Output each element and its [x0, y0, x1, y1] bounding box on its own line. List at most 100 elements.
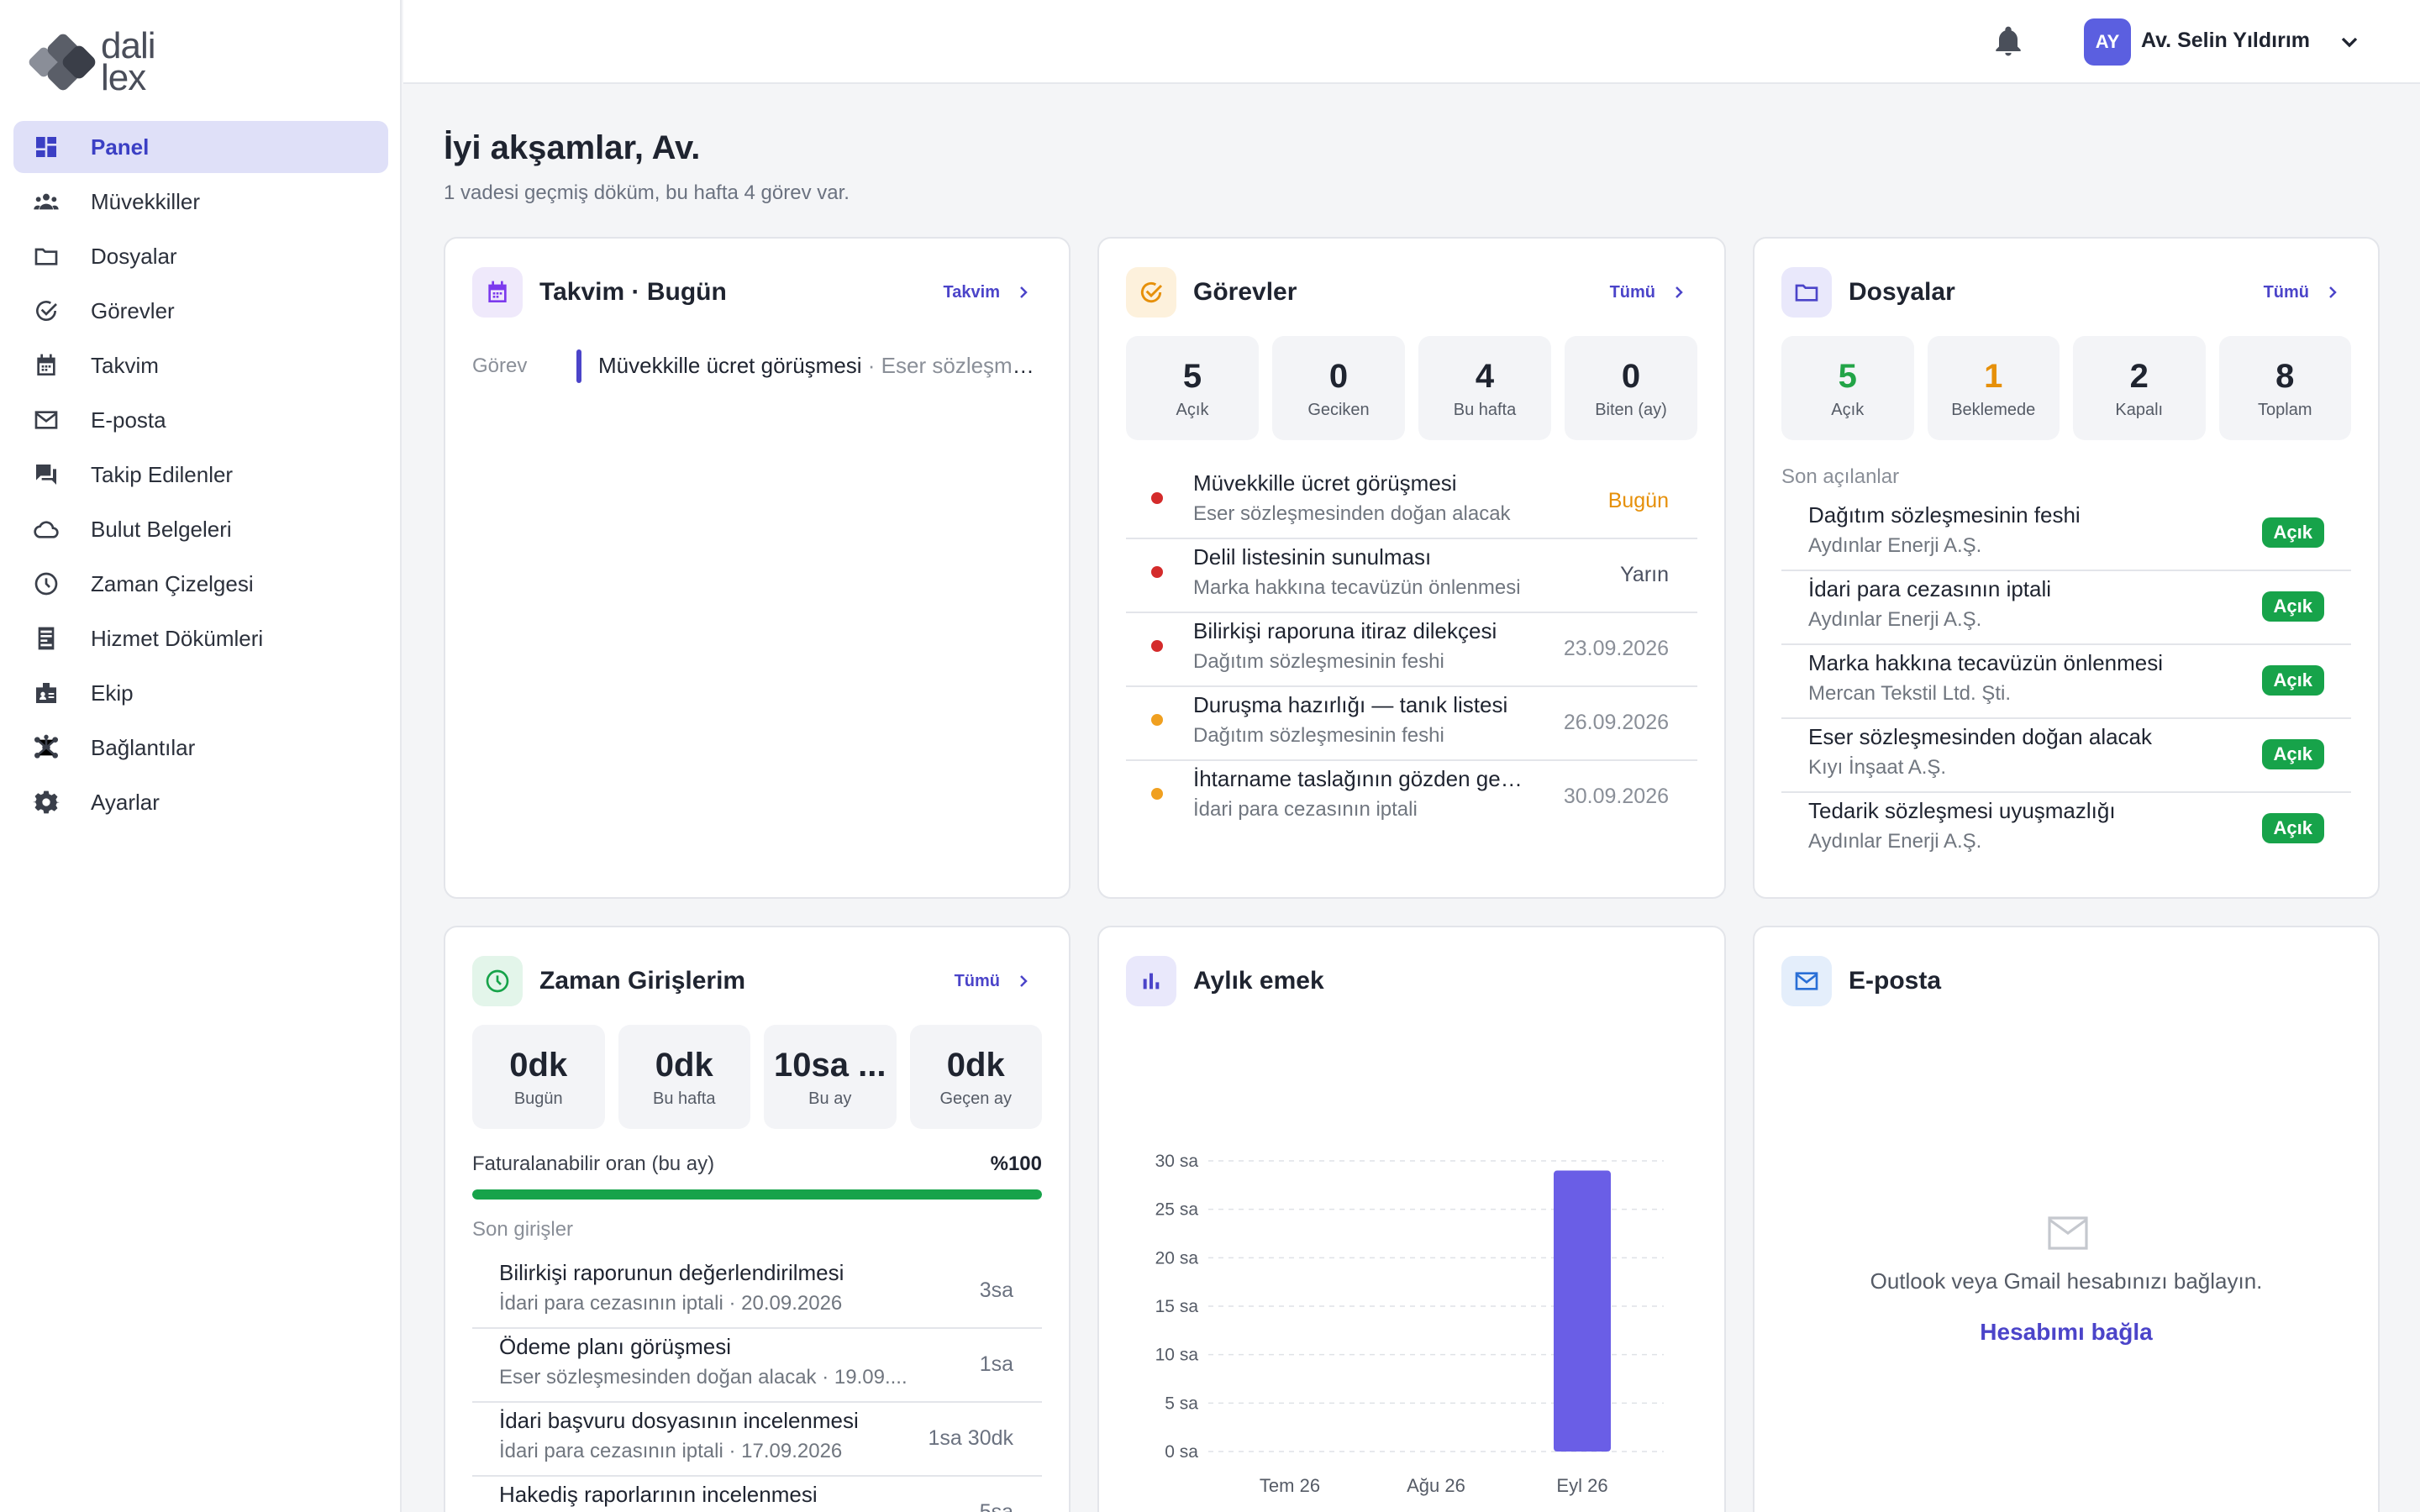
time-all-link[interactable]: Tümü	[955, 971, 1034, 991]
stat-open[interactable]: 5 Açık	[1781, 336, 1914, 440]
sidebar-item-cloud-docs[interactable]: Bulut Belgeleri	[13, 503, 388, 555]
file-row[interactable]: Tedarik sözleşmesi uyuşmazlığı Aydınlar E…	[1781, 793, 2351, 867]
stat-closed[interactable]: 2 Kapalı	[2073, 336, 2206, 440]
folder-icon	[32, 242, 60, 270]
task-matter: Eser sözleşmesinden doğan alacak	[1193, 502, 1511, 525]
stat-done-month[interactable]: 0 Biten (ay)	[1565, 336, 1697, 440]
stat-this-week[interactable]: 0dk Bu hafta	[618, 1025, 750, 1129]
brand-wordmark: dali lex	[101, 25, 155, 98]
priority-dot	[1151, 492, 1163, 504]
stat-last-month[interactable]: 0dk Geçen ay	[909, 1025, 1042, 1129]
logo-mark-icon	[25, 29, 96, 96]
time-entry-row[interactable]: Hakediş raporlarının incelenmesi 5sa	[472, 1477, 1042, 1512]
file-title: Eser sözleşmesinden doğan alacak	[1808, 724, 2153, 749]
sidebar-item-team[interactable]: Ekip	[13, 667, 388, 719]
task-matter: Dağıtım sözleşmesinin feshi	[1193, 650, 1444, 673]
y-tick-label: 5 sa	[1165, 1394, 1198, 1413]
calendar-event[interactable]: Görev Müvekkille ücret görüşmesi · Eser …	[472, 348, 1044, 385]
task-row[interactable]: İhtarname taslağının gözden geçirilmesi İ…	[1126, 761, 1697, 835]
sidebar-item-settings[interactable]: Ayarlar	[13, 776, 388, 828]
stat-open[interactable]: 5 Açık	[1126, 336, 1259, 440]
card-header: Aylık emek	[1126, 956, 1697, 1006]
sidebar-item-followed[interactable]: Takip Edilenler	[13, 449, 388, 501]
task-row[interactable]: Delil listesinin sunulması Marka hakkına …	[1126, 539, 1697, 613]
files-card: Dosyalar Tümü 5 Açık 1 Beklemede 2 Kapalı 8…	[1753, 237, 2380, 899]
stat-this-month[interactable]: 10sa ... Bu ay	[764, 1025, 897, 1129]
stat-this-week[interactable]: 4 Bu hafta	[1418, 336, 1551, 440]
badge-icon	[32, 679, 60, 707]
task-title: İhtarname taslağının gözden geçirilmesi	[1193, 766, 1525, 791]
hub-icon	[32, 733, 60, 762]
stat-value: 5	[1182, 357, 1202, 395]
priority-dot	[1151, 788, 1163, 800]
card-title: E-posta	[1849, 967, 1942, 995]
y-tick-label: 10 sa	[1155, 1346, 1199, 1365]
email-card: E-posta Outlook veya Gmail hesabınızı ba…	[1753, 926, 2380, 1512]
files-stats: 5 Açık 1 Beklemede 2 Kapalı 8 Toplam	[1781, 336, 2351, 440]
bar-eyl-26[interactable]	[1554, 1170, 1611, 1452]
entry-detail: Eser sözleşmesinden doğan alacak · 19.09…	[499, 1366, 908, 1389]
monthly-effort-card: Aylık emek 0 sa 5 sa 10 sa 15 sa 20 sa 25 sa 3…	[1097, 926, 1726, 1512]
time-entry-row[interactable]: Bilirkişi raporunun değerlendirilmesi İda…	[472, 1255, 1042, 1329]
brand-logo[interactable]: dali lex	[25, 25, 155, 98]
stat-label: Açık	[1176, 400, 1209, 419]
stat-pending[interactable]: 1 Beklemede	[1927, 336, 2060, 440]
entry-title: Bilirkişi raporunun değerlendirilmesi	[499, 1260, 844, 1285]
stat-label: Bugün	[513, 1089, 563, 1108]
avatar[interactable]: AY	[2084, 18, 2131, 66]
connect-account-link[interactable]: Hesabımı bağla	[1980, 1319, 2153, 1345]
event-separator: ·	[861, 353, 881, 378]
file-title: Dağıtım sözleşmesinin feshi	[1808, 502, 2081, 528]
stat-value: 0dk	[946, 1046, 1005, 1084]
sidebar-item-tasks[interactable]: Görevler	[13, 285, 388, 337]
sidebar-item-connections[interactable]: Bağlantılar	[13, 722, 388, 774]
card-header: E-posta	[1781, 956, 2351, 1006]
calendar-icon	[472, 267, 523, 318]
priority-dot	[1151, 566, 1163, 578]
tasks-all-link[interactable]: Tümü	[1610, 282, 1689, 302]
calendar-link[interactable]: Takvim	[944, 282, 1034, 302]
stat-label: Kapalı	[2115, 400, 2164, 419]
sidebar-item-calendar[interactable]: Takvim	[13, 339, 388, 391]
stat-today[interactable]: 0dk Bugün	[472, 1025, 605, 1129]
sidebar-item-timeline[interactable]: Zaman Çizelgesi	[13, 558, 388, 610]
notification-bell-icon[interactable]	[1990, 24, 2027, 60]
card-header: Dosyalar Tümü	[1781, 267, 2351, 318]
task-row[interactable]: Bilirkişi raporuna itiraz dilekçesi Dağıt…	[1126, 613, 1697, 687]
time-entry-row[interactable]: İdari başvuru dosyasının incelenmesi İdar…	[472, 1403, 1042, 1477]
x-tick-label: Eyl 26	[1556, 1475, 1607, 1496]
stat-value: 2	[2129, 357, 2149, 395]
sidebar-item-clients[interactable]: Müvekkiller	[13, 176, 388, 228]
task-title: Bilirkişi raporuna itiraz dilekçesi	[1193, 618, 1497, 643]
entry-detail: İdari para cezasının iptali · 17.09.2026	[499, 1440, 843, 1462]
files-all-link[interactable]: Tümü	[2264, 282, 2343, 302]
stat-total[interactable]: 8 Toplam	[2218, 336, 2351, 440]
time-entry-row[interactable]: Ödeme planı görüşmesi Eser sözleşmesinden…	[472, 1329, 1042, 1403]
sidebar-item-panel[interactable]: Panel	[13, 121, 388, 173]
billable-label: Faturalanabilir oran (bu ay)	[472, 1152, 715, 1175]
x-tick-label: Tem 26	[1260, 1475, 1320, 1496]
stat-value: 0	[1328, 357, 1349, 395]
card-title: Zaman Girişlerim	[539, 967, 746, 995]
task-row[interactable]: Müvekkille ücret görüşmesi Eser sözleşmes…	[1126, 465, 1697, 539]
stat-value: 0	[1621, 357, 1641, 395]
clock-icon	[472, 956, 523, 1006]
sidebar-item-email[interactable]: E-posta	[13, 394, 388, 446]
sidebar-item-files[interactable]: Dosyalar	[13, 230, 388, 282]
file-row[interactable]: İdari para cezasının iptali Aydınlar Ener…	[1781, 571, 2351, 645]
stat-value: 4	[1475, 357, 1495, 395]
file-row[interactable]: Dağıtım sözleşmesinin feshi Aydınlar Ener…	[1781, 497, 2351, 571]
entry-duration: 1sa	[979, 1352, 1013, 1376]
entry-detail: İdari para cezasının iptali · 20.09.2026	[499, 1292, 843, 1315]
folder-icon	[1781, 267, 1832, 318]
sidebar-item-service-statements[interactable]: Hizmet Dökümleri	[13, 612, 388, 664]
chevron-down-icon[interactable]	[2336, 29, 2363, 55]
task-row[interactable]: Duruşma hazırlığı — tanık listesi Dağıtım…	[1126, 687, 1697, 761]
user-name[interactable]: Av. Selin Yıldırım	[2141, 29, 2310, 52]
file-row[interactable]: Marka hakkına tecavüzün önlenmesi Mercan …	[1781, 645, 2351, 719]
sidebar-item-label: Görevler	[91, 297, 175, 323]
cloud-icon	[32, 515, 60, 543]
stat-label: Geciken	[1307, 400, 1370, 419]
file-row[interactable]: Eser sözleşmesinden doğan alacak Kıyı İnş…	[1781, 719, 2351, 793]
stat-overdue[interactable]: 0 Geciken	[1272, 336, 1405, 440]
